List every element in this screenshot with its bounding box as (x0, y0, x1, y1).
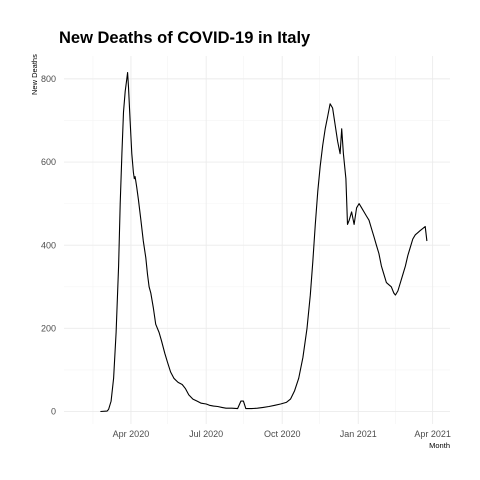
y-tick-label: 200 (41, 324, 56, 334)
x-tick-label: Oct 2020 (264, 429, 301, 439)
x-tick-label: Apr 2020 (113, 429, 150, 439)
minor-grid (64, 56, 450, 424)
chart-title: New Deaths of COVID-19 in Italy (59, 29, 311, 47)
series-layer (100, 72, 428, 413)
y-tick-labels: 0 200 400 600 800 (41, 74, 56, 417)
series-line (100, 72, 428, 413)
x-tick-label: Apr 2021 (414, 429, 451, 439)
x-tick-label: Jan 2021 (340, 429, 377, 439)
x-tick-labels: Apr 2020 Jul 2020 Oct 2020 Jan 2021 Apr 2021 (113, 429, 451, 439)
x-axis-label: Month (429, 441, 450, 450)
y-tick-label: 600 (41, 157, 56, 167)
y-axis-label: New Deaths (30, 54, 39, 95)
y-tick-label: 800 (41, 74, 56, 84)
major-grid (64, 56, 450, 424)
y-tick-label: 0 (51, 407, 56, 417)
y-tick-label: 400 (41, 240, 56, 250)
x-tick-label: Jul 2020 (189, 429, 223, 439)
